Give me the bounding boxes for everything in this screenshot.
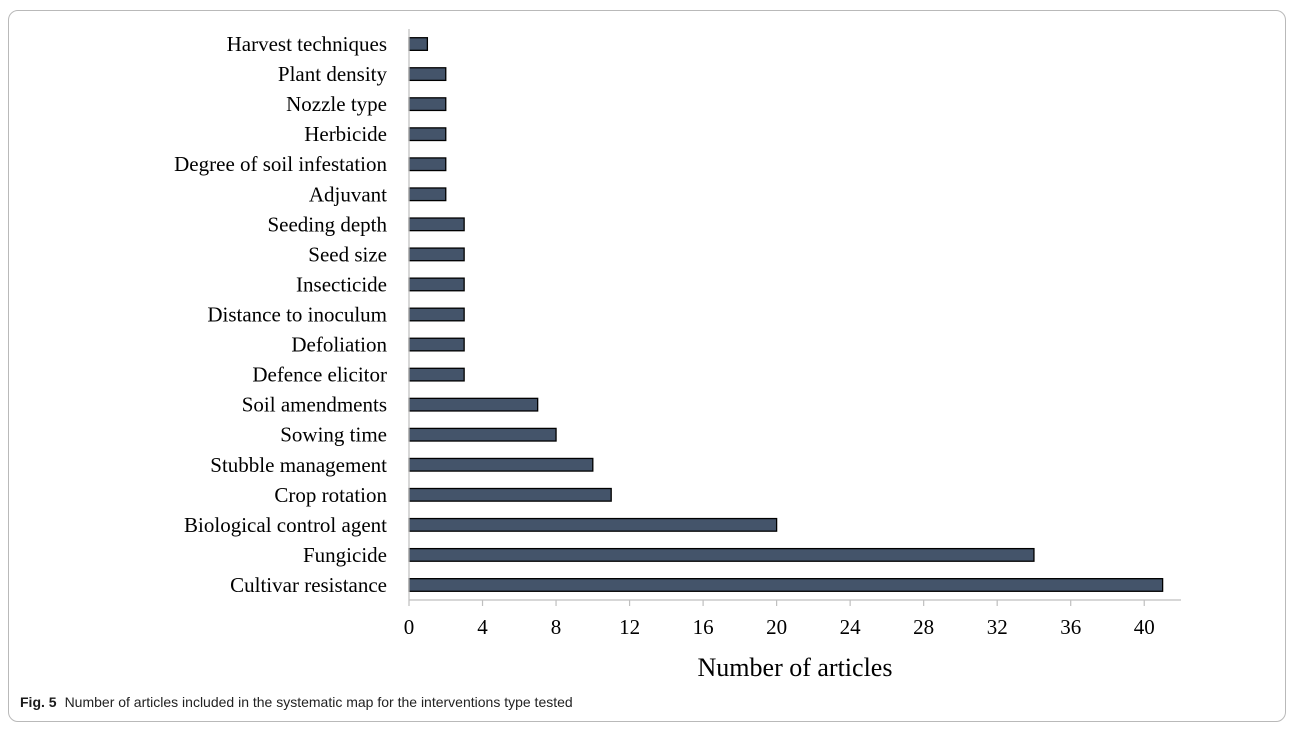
x-tick-label: 40 <box>1134 615 1155 639</box>
x-axis-title: Number of articles <box>698 653 893 682</box>
bar-biological-control-agent <box>408 517 778 532</box>
x-tick-label: 16 <box>693 615 714 639</box>
category-label: Degree of soil infestation <box>174 152 387 176</box>
bar-fungicide <box>408 547 1035 562</box>
category-label: Distance to inoculum <box>207 303 387 327</box>
bar-harvest-techniques <box>408 37 429 51</box>
x-tick-label: 12 <box>619 615 640 639</box>
category-label: Soil amendments <box>242 393 387 417</box>
category-label: Defence elicitor <box>252 363 387 387</box>
bar-plant-density <box>408 67 447 82</box>
figure-frame <box>8 10 1286 722</box>
bar-soil-amendments <box>408 397 539 412</box>
category-label: Seeding depth <box>267 212 387 236</box>
x-tick-label: 8 <box>551 615 562 639</box>
x-tick-label: 24 <box>840 615 862 639</box>
x-tick-label: 0 <box>404 615 415 639</box>
x-ticks-group: 0 4 8 12 16 20 24 28 32 36 40 <box>404 600 1155 639</box>
bar-degree-of-soil-infestation <box>408 157 447 172</box>
category-label: Defoliation <box>291 333 387 357</box>
x-tick-label: 4 <box>477 615 488 639</box>
bar-seeding-depth <box>408 217 465 232</box>
bar-cultivar-resistance <box>408 578 1164 592</box>
caption-text: Number of articles included in the syste… <box>64 694 573 710</box>
category-label: Fungicide <box>303 543 387 567</box>
bar-insecticide <box>408 277 465 292</box>
category-label: Stubble management <box>210 453 387 477</box>
x-tick-label: 20 <box>766 615 787 639</box>
bars-group <box>408 37 1164 592</box>
category-label: Seed size <box>308 242 387 266</box>
bar-adjuvant <box>408 187 447 202</box>
figure-caption: Fig. 5 Number of articles included in the… <box>20 694 573 710</box>
category-label: Sowing time <box>280 423 387 447</box>
category-label: Harvest techniques <box>227 32 387 56</box>
category-labels-group: Harvest techniques Plant density Nozzle ty… <box>174 32 387 597</box>
category-label: Adjuvant <box>309 182 387 206</box>
figure-number: Fig. 5 <box>20 694 57 710</box>
bar-sowing-time <box>408 427 557 442</box>
category-label: Nozzle type <box>286 92 387 116</box>
bar-defence-elicitor <box>408 367 465 382</box>
x-tick-label: 36 <box>1060 615 1081 639</box>
bar-herbicide <box>408 127 447 142</box>
x-tick-label: 32 <box>987 615 1008 639</box>
category-label: Cultivar resistance <box>230 573 387 597</box>
category-label: Insecticide <box>296 272 387 296</box>
bar-defoliation <box>408 337 465 352</box>
bar-crop-rotation <box>408 487 612 502</box>
category-label: Biological control agent <box>184 513 387 537</box>
x-tick-label: 28 <box>913 615 934 639</box>
bar-stubble-management <box>408 457 594 472</box>
category-label: Herbicide <box>304 122 387 146</box>
bar-distance-to-inoculum <box>408 307 465 322</box>
category-label: Plant density <box>278 62 388 86</box>
bar-nozzle-type <box>408 97 447 112</box>
category-label: Crop rotation <box>274 483 387 507</box>
bar-seed-size <box>408 247 465 262</box>
